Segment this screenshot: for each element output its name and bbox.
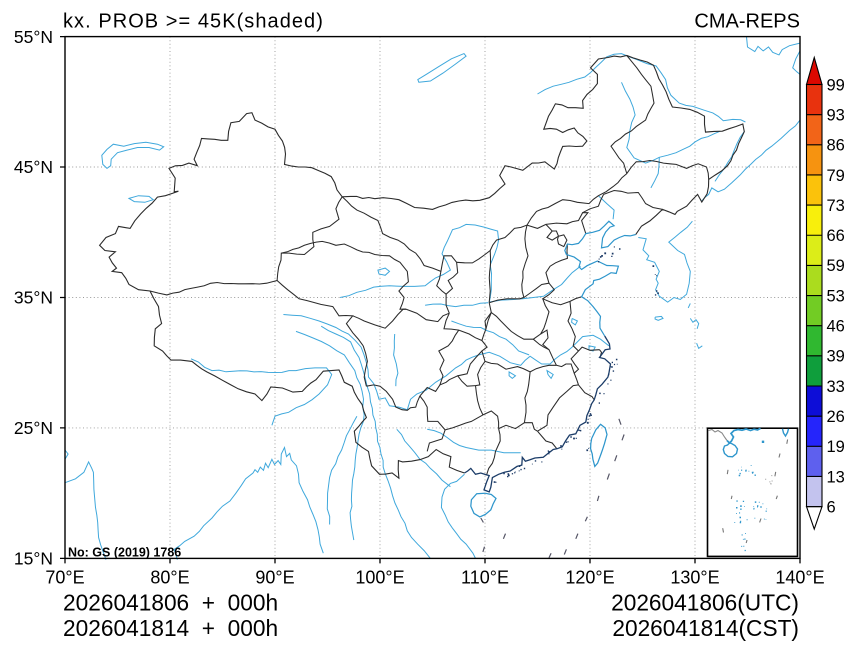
svg-text:39: 39	[827, 348, 845, 366]
svg-text:80°E: 80°E	[150, 567, 189, 587]
svg-text:120°E: 120°E	[565, 567, 614, 587]
svg-text:2026041806 + 000h: 2026041806 + 000h	[63, 590, 278, 616]
svg-text:86: 86	[827, 137, 845, 155]
svg-text:53: 53	[827, 287, 845, 305]
svg-text:2026041814(CST): 2026041814(CST)	[612, 615, 799, 641]
svg-text:79: 79	[827, 167, 845, 185]
svg-text:13: 13	[827, 468, 845, 486]
svg-text:140°E: 140°E	[775, 567, 824, 587]
svg-text:45°N: 45°N	[14, 157, 53, 177]
svg-text:kx. PROB >= 45K(shaded): kx. PROB >= 45K(shaded)	[63, 11, 324, 33]
svg-text:110°E: 110°E	[461, 567, 509, 587]
svg-text:99: 99	[827, 76, 845, 94]
svg-text:55°N: 55°N	[14, 27, 53, 47]
svg-text:130°E: 130°E	[670, 567, 719, 587]
svg-text:35°N: 35°N	[14, 288, 53, 308]
svg-text:2026041814 + 000h: 2026041814 + 000h	[63, 615, 278, 641]
svg-text:33: 33	[827, 378, 845, 396]
svg-text:93: 93	[827, 107, 845, 125]
svg-text:66: 66	[827, 227, 845, 245]
svg-text:59: 59	[827, 257, 845, 275]
svg-text:70°E: 70°E	[45, 567, 84, 587]
svg-text:46: 46	[827, 318, 845, 336]
svg-text:15°N: 15°N	[14, 549, 53, 569]
svg-text:100°E: 100°E	[355, 567, 404, 587]
svg-text:CMA-REPS: CMA-REPS	[694, 11, 800, 33]
svg-text:73: 73	[827, 197, 845, 215]
svg-text:2026041806(UTC): 2026041806(UTC)	[611, 590, 799, 616]
svg-text:90°E: 90°E	[255, 567, 294, 587]
svg-text:19: 19	[827, 438, 845, 456]
svg-text:6: 6	[827, 498, 836, 516]
svg-text:No: GS (2019) 1786: No: GS (2019) 1786	[68, 546, 181, 560]
svg-text:25°N: 25°N	[14, 418, 53, 438]
svg-text:26: 26	[827, 408, 845, 426]
